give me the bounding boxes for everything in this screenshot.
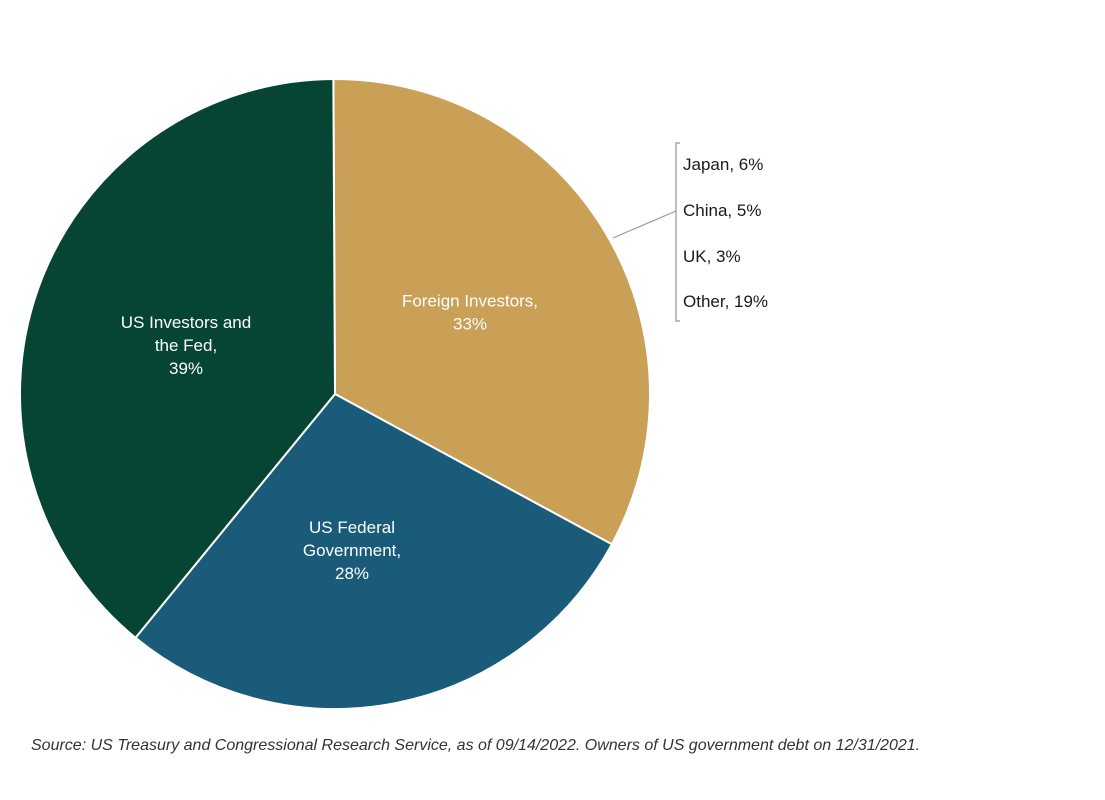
pie-slice-labels: Foreign Investors, 33% US Federal Governmen… — [121, 292, 538, 584]
foreign-investors-breakdown: Japan, 6% China, 5% UK, 3% Other, 19% — [612, 142, 768, 322]
pie-slice-foreign-investors — [332, 78, 651, 546]
breakdown-label-china: China, 5% — [683, 201, 761, 220]
pie-slice-label-line: Government, — [303, 541, 401, 560]
breakdown-label-other: Other, 19% — [683, 292, 768, 311]
pie-slice-us-investors-and-the-fed — [19, 77, 337, 640]
pie-slice-label-line: US Investors and — [121, 313, 251, 332]
pie-slice-label-us-federal-government: US Federal Government, 28% — [303, 518, 401, 583]
pie-slice-label-line: 33% — [453, 315, 487, 334]
pie-slice-us-federal-government — [134, 392, 614, 710]
breakdown-leader-line — [612, 210, 677, 239]
pie-slice-label-foreign-investors: Foreign Investors, 33% — [402, 292, 538, 334]
pie-slice-label-line: the Fed, — [155, 336, 217, 355]
breakdown-label-uk: UK, 3% — [683, 247, 741, 266]
pie-slices — [19, 77, 651, 710]
pie-slice-label-line: US Federal — [309, 518, 395, 537]
pie-slice-label-line: Foreign Investors, — [402, 292, 538, 311]
breakdown-label-japan: Japan, 6% — [683, 155, 763, 174]
source-note: Source: US Treasury and Congressional Re… — [31, 737, 921, 754]
breakdown-bracket — [675, 142, 680, 322]
pie-slice-label-us-investors-and-the-fed: US Investors and the Fed, 39% — [121, 313, 251, 378]
pie-slice-label-line: 39% — [169, 359, 203, 378]
pie-slice-label-line: 28% — [335, 564, 369, 583]
